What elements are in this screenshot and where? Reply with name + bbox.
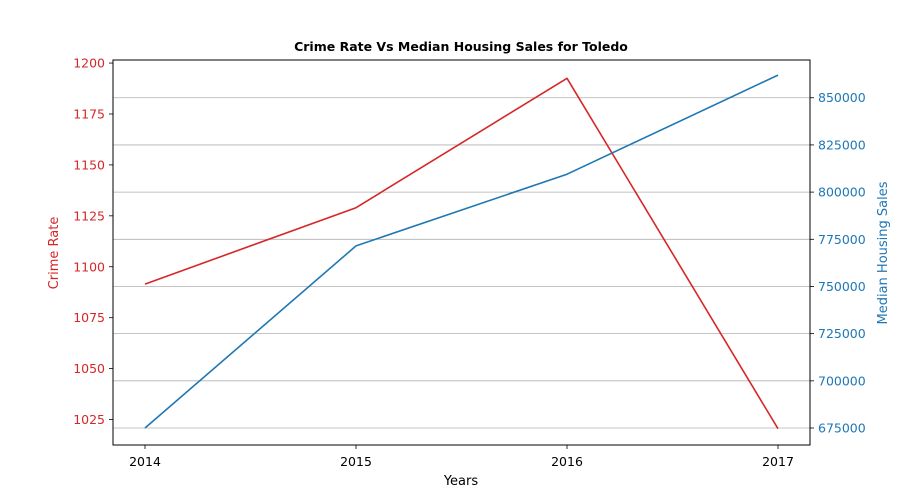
series-layer xyxy=(144,74,779,430)
chart-title: Crime Rate Vs Median Housing Sales for T… xyxy=(294,39,628,54)
x-tick-label: 2016 xyxy=(551,454,583,469)
right-tick-label: 775000 xyxy=(818,232,866,247)
grid-layer xyxy=(113,97,810,429)
y-axis-label-left: Crime Rate xyxy=(47,217,62,290)
left-tick-label: 1100 xyxy=(73,259,105,274)
right-tick-label: 825000 xyxy=(818,137,866,152)
left-tick-label: 1175 xyxy=(73,106,105,121)
plot-frame xyxy=(112,59,811,446)
right-tick-label: 800000 xyxy=(818,185,866,200)
x-tick-label: 2014 xyxy=(129,454,161,469)
right-tick-label: 750000 xyxy=(818,279,866,294)
right-tick-label: 725000 xyxy=(818,326,866,341)
left-tick-label: 1200 xyxy=(73,56,105,71)
axis-layer: 1025 1050 1075 1100 1125 1150 1175 1200 675000 70… xyxy=(73,56,866,469)
housing-sales-line xyxy=(144,74,779,429)
x-axis-label: Years xyxy=(443,474,479,489)
left-tick-label: 1125 xyxy=(73,208,105,223)
crime-rate-line xyxy=(144,77,779,430)
right-tick-label: 850000 xyxy=(818,90,866,105)
left-tick-label: 1150 xyxy=(73,157,105,172)
x-tick-label: 2017 xyxy=(762,454,794,469)
right-tick-label: 700000 xyxy=(818,373,866,388)
left-tick-label: 1075 xyxy=(73,310,105,325)
left-tick-label: 1050 xyxy=(73,361,105,376)
x-tick-label: 2015 xyxy=(340,454,372,469)
y-axis-label-right: Median Housing Sales xyxy=(876,181,891,324)
left-tick-label: 1025 xyxy=(73,412,105,427)
right-tick-label: 675000 xyxy=(818,421,866,436)
